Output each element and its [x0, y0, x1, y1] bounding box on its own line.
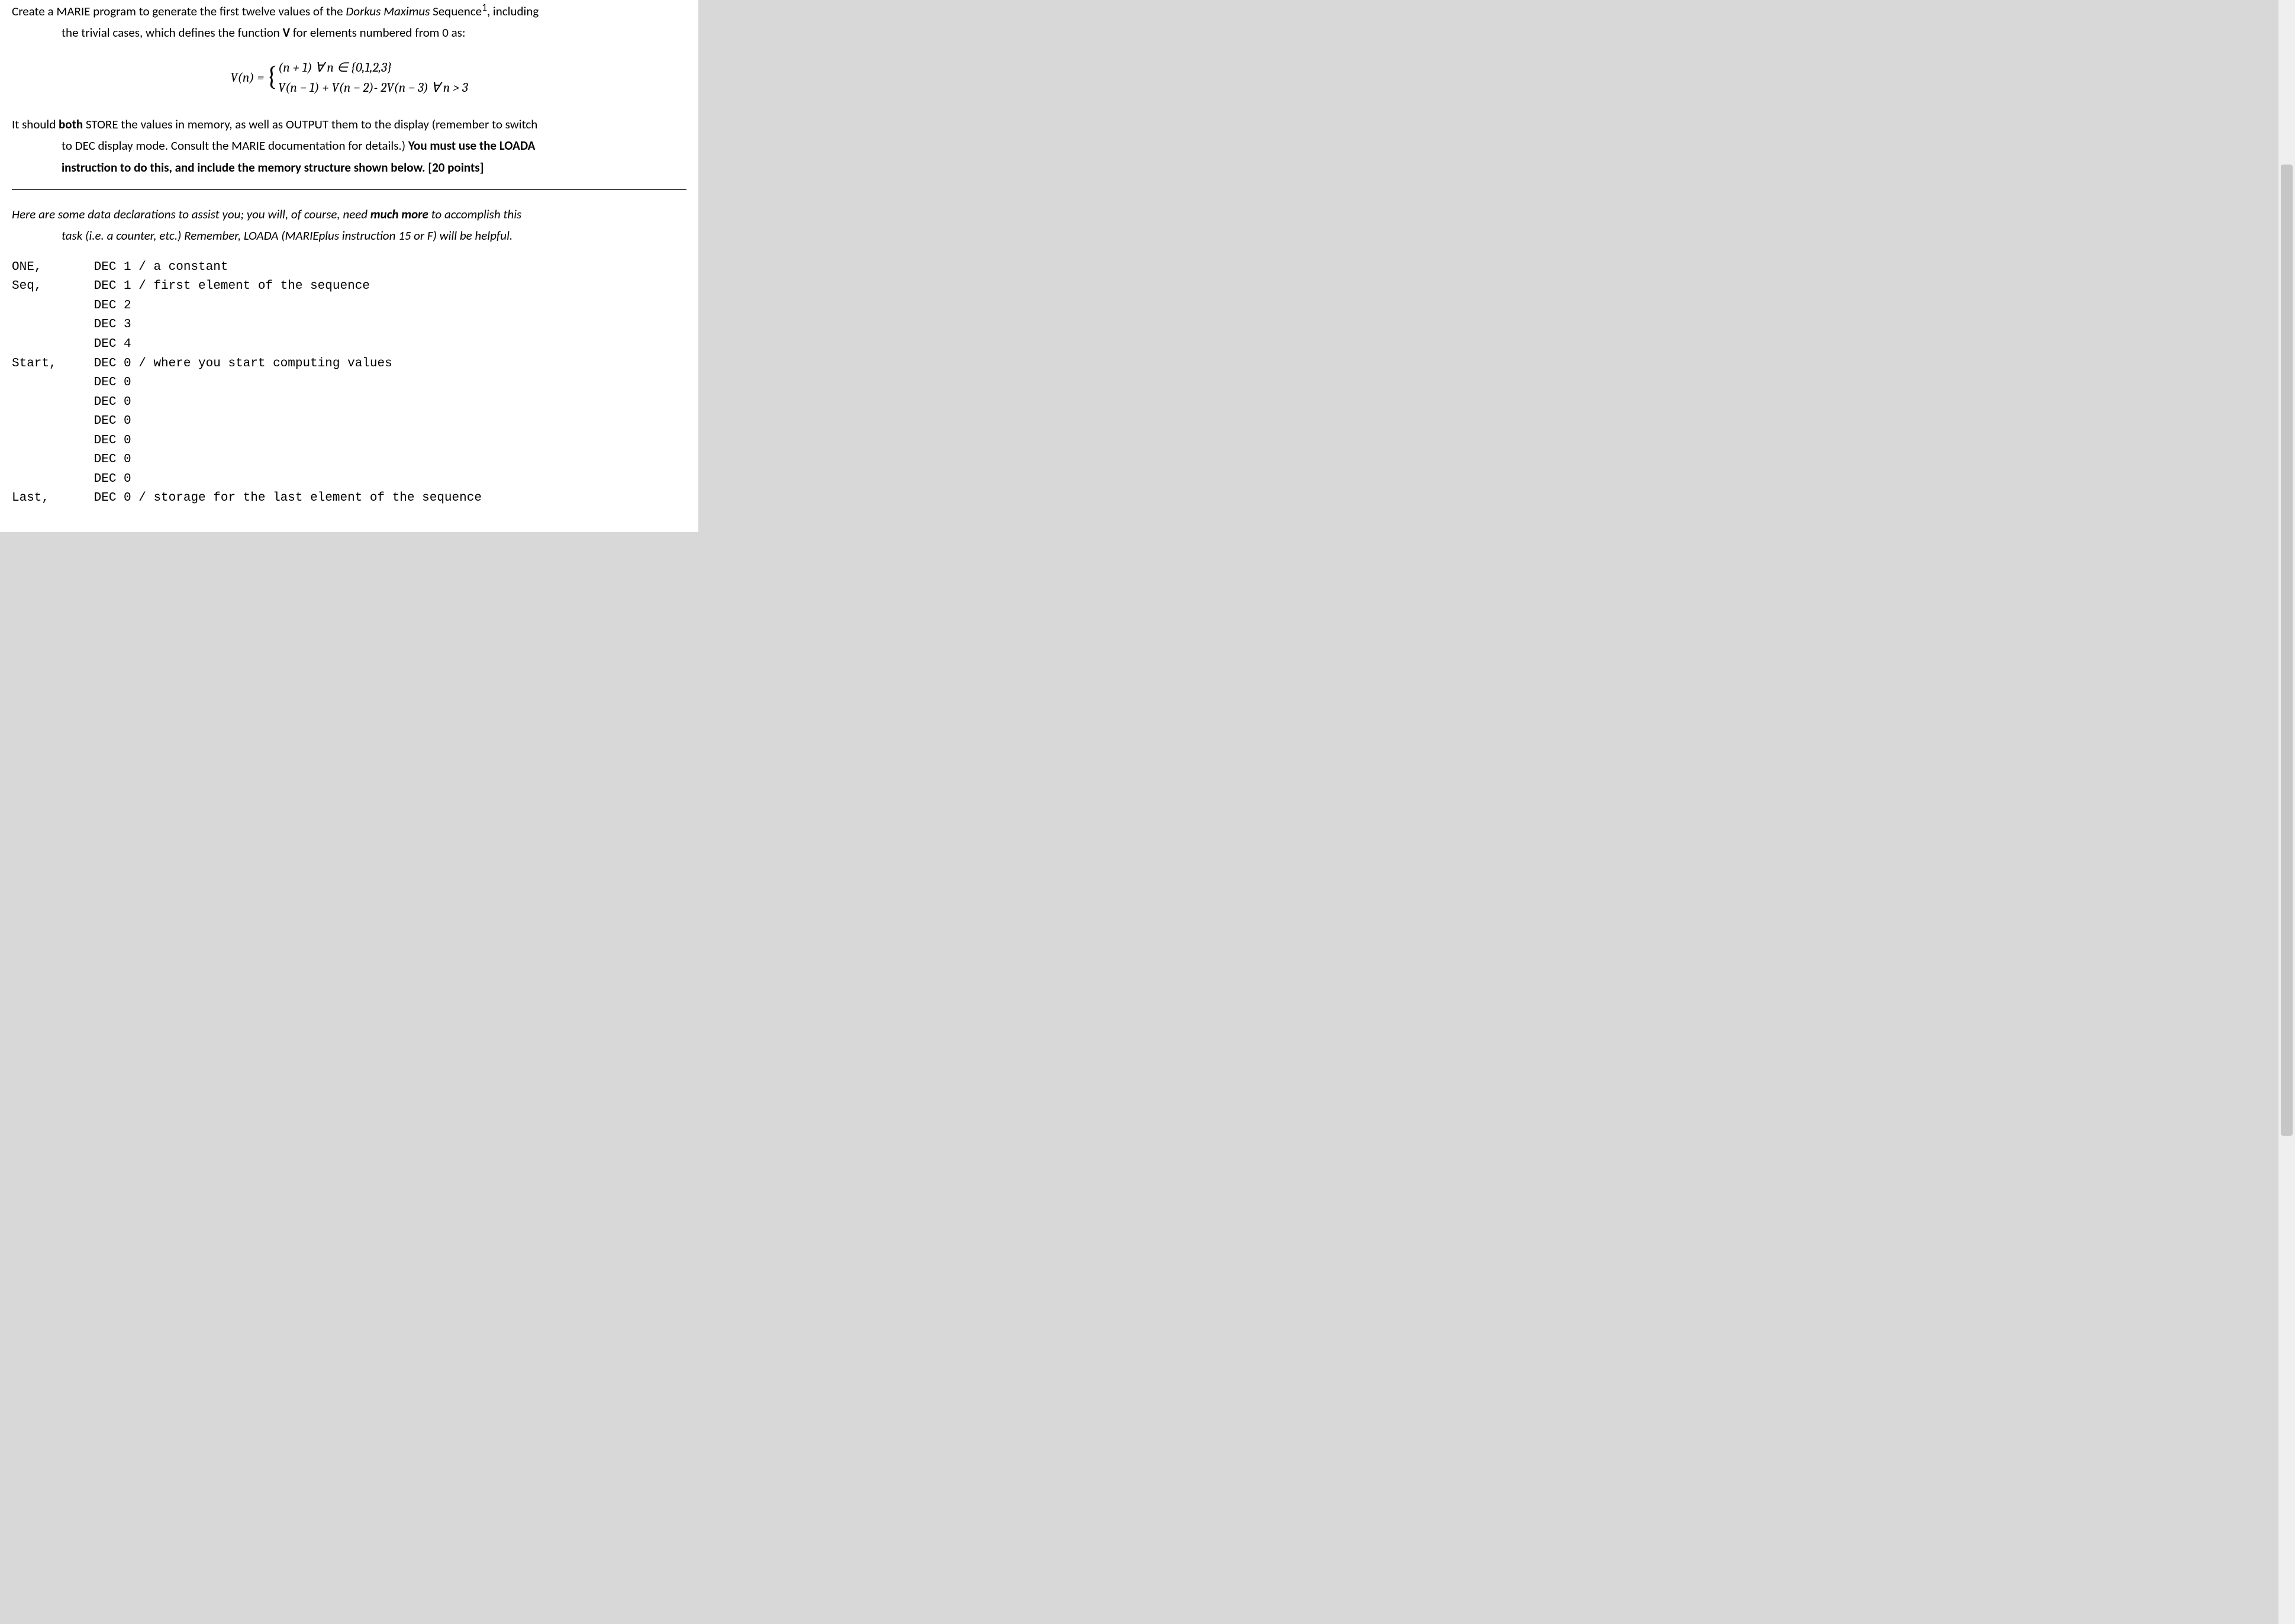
intro-line1-after-seqname: Sequence — [430, 4, 482, 19]
function-letter: V — [283, 25, 290, 40]
formula-case-2: V(n − 1) + V(n − 2)- 2V(n − 3) ∀ n > 3 — [278, 79, 468, 98]
intro-line2-a: the trivial cases, which defines the fun… — [62, 25, 283, 40]
req-p3-b: instruction to do this, and include the … — [62, 160, 484, 175]
scrollbar-track[interactable] — [2281, 2, 2293, 1622]
intro-line1-suffix: , including — [487, 4, 539, 19]
declarations-block: ONE, DEC 1 / a constant Seq, DEC 1 / fir… — [12, 258, 686, 508]
requirement-line-3: instruction to do this, and include the … — [12, 159, 686, 176]
right-gutter — [2243, 0, 2278, 1624]
helper-l1-b: much more — [370, 207, 428, 222]
document-page: Create a MARIE program to generate the f… — [0, 0, 698, 532]
helper-line-2: task (i.e. a counter, etc.) Remember, LO… — [12, 227, 686, 244]
helper-l1-a: Here are some data declarations to assis… — [12, 207, 370, 222]
sequence-name: Dorkus Maximus — [346, 4, 430, 19]
req-p2-b: You must use the LOADA — [408, 138, 536, 153]
helper-l1-c: to accomplish this — [428, 207, 521, 222]
req-p1-b: both — [59, 117, 83, 132]
req-p1-a: It should — [12, 117, 59, 132]
formula-cases: (n + 1) ∀ n ∈ {0,1,2,3} V(n − 1) + V(n −… — [278, 59, 468, 98]
footnote-marker: 1 — [482, 1, 487, 14]
vertical-scrollbar[interactable] — [2278, 0, 2295, 1624]
scrollbar-thumb[interactable] — [2281, 165, 2293, 1136]
req-p1-c: STORE the values in memory, as well as O… — [83, 117, 537, 132]
intro-line-1: Create a MARIE program to generate the f… — [12, 0, 686, 20]
requirement-line-2: to DEC display mode. Consult the MARIE d… — [12, 137, 686, 154]
requirement-line-1: It should both STORE the values in memor… — [12, 115, 686, 133]
intro-line-2: the trivial cases, which defines the fun… — [12, 24, 686, 41]
intro-line1-prefix: Create a MARIE program to generate the f… — [12, 4, 346, 19]
formula: V(n) = { (n + 1) ∀ n ∈ {0,1,2,3} V(n − 1… — [12, 59, 686, 98]
intro-line2-tail: for elements numbered from 0 as: — [290, 25, 466, 40]
req-p2-a: to DEC display mode. Consult the MARIE d… — [62, 138, 408, 153]
horizontal-rule — [12, 189, 686, 190]
viewport: Create a MARIE program to generate the f… — [0, 0, 2295, 532]
formula-lhs: V(n) = — [230, 69, 264, 88]
formula-case-1: (n + 1) ∀ n ∈ {0,1,2,3} — [278, 59, 468, 78]
helper-line-1: Here are some data declarations to assis… — [12, 205, 686, 223]
